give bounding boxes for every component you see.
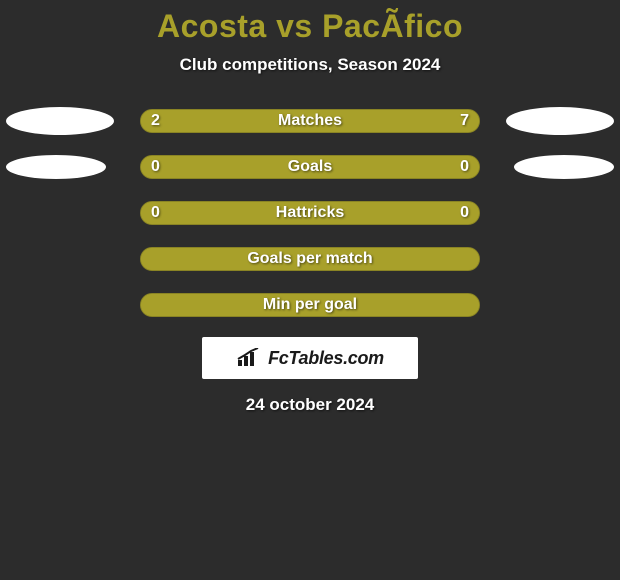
team-badge-left (6, 107, 114, 135)
stat-row-hattricks: 0 Hattricks 0 (0, 201, 620, 225)
brand-text: FcTables.com (268, 348, 384, 369)
stat-label: Matches (278, 112, 342, 130)
page-title: Acosta vs PacÃ­fico (0, 0, 620, 45)
stat-value-right: 0 (460, 158, 469, 176)
team-badge-right (506, 107, 614, 135)
stat-row-min-per-goal: Min per goal (0, 293, 620, 317)
stat-value-left: 0 (151, 158, 160, 176)
stat-value-left: 0 (151, 204, 160, 222)
stat-row-goals-per-match: Goals per match (0, 247, 620, 271)
stat-bar: Goals per match (140, 247, 480, 271)
stat-rows: 2 Matches 7 0 Goals 0 0 Hattricks (0, 109, 620, 317)
stat-label: Hattricks (276, 204, 344, 222)
subtitle: Club competitions, Season 2024 (0, 55, 620, 75)
stat-bar: 0 Hattricks 0 (140, 201, 480, 225)
stat-label: Goals per match (247, 250, 372, 268)
bar-chart-icon (236, 348, 262, 368)
stat-bar: Min per goal (140, 293, 480, 317)
stat-bar: 2 Matches 7 (140, 109, 480, 133)
bar-fill-right (215, 110, 479, 132)
stat-label: Min per goal (263, 296, 357, 314)
team-badge-right (514, 155, 614, 179)
stat-row-matches: 2 Matches 7 (0, 109, 620, 133)
comparison-infographic: Acosta vs PacÃ­fico Club competitions, S… (0, 0, 620, 580)
stat-value-right: 7 (460, 112, 469, 130)
stat-label: Goals (288, 158, 332, 176)
stat-bar: 0 Goals 0 (140, 155, 480, 179)
footer-date: 24 october 2024 (0, 395, 620, 415)
team-badge-left (6, 155, 106, 179)
stat-value-right: 0 (460, 204, 469, 222)
brand-badge: FcTables.com (202, 337, 418, 379)
stat-value-left: 2 (151, 112, 160, 130)
stat-row-goals: 0 Goals 0 (0, 155, 620, 179)
